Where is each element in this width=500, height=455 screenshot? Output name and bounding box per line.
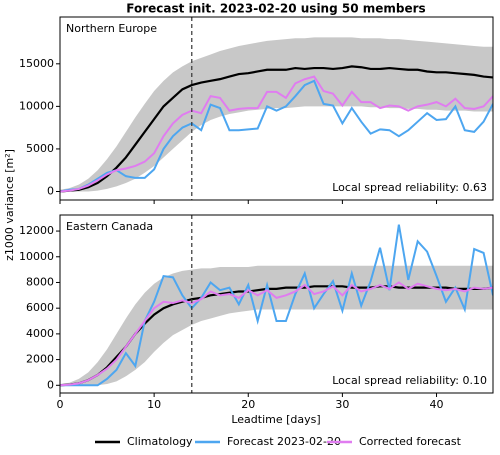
y-tick-label: 4000: [26, 327, 54, 340]
y-tick-label: 0: [47, 184, 54, 197]
plot-frame: [59, 214, 494, 394]
x-tick-label: 20: [241, 398, 255, 411]
x-tick-label: 40: [430, 398, 444, 411]
x-axis-label: Leadtime [days]: [231, 413, 320, 426]
plot-area: [60, 37, 493, 193]
series-line: [60, 281, 493, 387]
annotation: Local spread reliability: 0.10: [332, 374, 487, 387]
x-tick-label: 30: [335, 398, 349, 411]
series-line: [60, 224, 493, 387]
y-tick-label: 6000: [26, 301, 54, 314]
y-tick-label: 5000: [26, 142, 54, 155]
y-tick-label: 2000: [26, 353, 54, 366]
spread-band: [60, 37, 493, 192]
series-line: [60, 75, 493, 193]
panel-title: Eastern Canada: [66, 220, 153, 233]
y-axis-label: z1000 variance [m²]: [3, 149, 16, 261]
y-tick-label: 10000: [19, 99, 54, 112]
y-tick-label: 15000: [19, 57, 54, 70]
spread-band: [60, 265, 493, 386]
legend-label: Forecast 2023-02-20: [227, 435, 341, 448]
legend-label: Climatology: [127, 435, 193, 448]
series-line: [60, 65, 493, 193]
figure-title: Forecast init. 2023-02-20 using 50 membe…: [126, 2, 425, 16]
legend-label: Corrected forecast: [359, 435, 462, 448]
plot-area: [60, 224, 493, 387]
y-tick-label: 10000: [19, 250, 54, 263]
y-tick-label: 0: [47, 378, 54, 391]
y-tick-label: 12000: [19, 224, 54, 237]
plot-frame: [59, 16, 494, 201]
x-tick-label: 0: [57, 398, 64, 411]
panel-title: Northern Europe: [66, 22, 157, 35]
y-tick-label: 8000: [26, 275, 54, 288]
series-line: [60, 79, 493, 193]
x-tick-label: 10: [147, 398, 161, 411]
annotation: Local spread reliability: 0.63: [332, 181, 487, 194]
